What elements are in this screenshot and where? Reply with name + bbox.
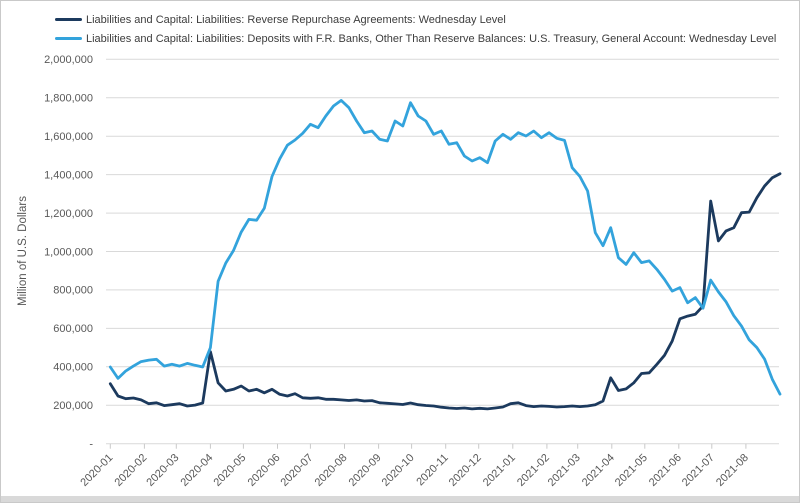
- series-line-0: [108, 172, 782, 411]
- x-tick-label: 2021-03: [546, 452, 583, 489]
- y-tick-label: 800,000: [53, 285, 93, 297]
- x-tick-label: 2020-07: [278, 452, 315, 489]
- legend-line-swatch-navy: [55, 17, 82, 22]
- x-tick-label: 2021-01: [481, 452, 518, 489]
- legend-label: Liabilities and Capital: Liabilities: De…: [86, 32, 777, 45]
- legend-item-reverse-repo: Liabilities and Capital: Liabilities: Re…: [55, 10, 776, 29]
- x-tick-label: 2021-05: [613, 452, 650, 489]
- y-tick-label: 600,000: [53, 323, 93, 335]
- y-tick-label: 1,800,000: [44, 93, 93, 105]
- y-axis-title: Million of U.S. Dollars: [17, 196, 29, 306]
- legend-label: Liabilities and Capital: Liabilities: Re…: [86, 13, 506, 26]
- x-tick-label: 2020-04: [178, 452, 215, 489]
- x-tick-label: 2020-11: [414, 452, 450, 488]
- y-tick-label: 200,000: [53, 400, 93, 412]
- x-tick-label: 2021-04: [580, 452, 617, 489]
- y-tick-label: 1,000,000: [44, 246, 93, 258]
- chart-legend: Liabilities and Capital: Liabilities: Re…: [55, 10, 776, 48]
- x-tick-label: 2020-01: [78, 452, 115, 489]
- x-tick-label: 2020-08: [313, 452, 350, 489]
- x-tick-label: 2020-06: [246, 452, 283, 489]
- y-tick-label: 1,400,000: [44, 169, 93, 181]
- x-tick-label: 2020-09: [347, 452, 384, 489]
- legend-line-swatch-lightblue: [55, 36, 82, 41]
- x-tick-label: 2021-08: [714, 452, 751, 489]
- y-tick-label: -: [89, 439, 93, 451]
- y-tick-label: 400,000: [53, 362, 93, 374]
- x-tick-label: 2020-10: [380, 452, 417, 489]
- x-tick-label: 2021-07: [680, 452, 717, 489]
- x-tick-label: 2020-05: [211, 452, 248, 489]
- x-tick-label: 2021-02: [515, 452, 552, 489]
- x-tick-label: 2020-03: [144, 452, 181, 489]
- x-tick-label: 2021-06: [647, 452, 684, 489]
- x-tick-label: 2020-02: [112, 452, 149, 489]
- y-tick-label: 2,000,000: [44, 54, 93, 66]
- x-tick-label: 2020-12: [447, 452, 484, 489]
- legend-item-tga: Liabilities and Capital: Liabilities: De…: [55, 29, 776, 48]
- series-line-1: [108, 99, 782, 396]
- y-tick-label: 1,200,000: [44, 208, 93, 220]
- y-tick-label: 1,600,000: [44, 131, 93, 143]
- bottom-gray-strip: [1, 496, 799, 502]
